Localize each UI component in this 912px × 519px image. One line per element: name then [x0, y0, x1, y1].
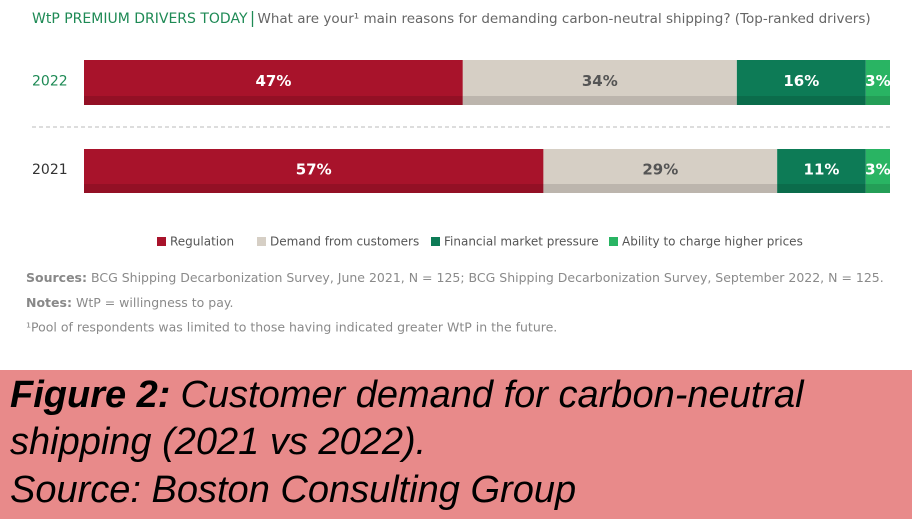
- sources-text: BCG Shipping Decarbonization Survey, Jun…: [91, 270, 884, 285]
- value-label: 11%: [804, 161, 840, 179]
- caption-label: Figure 2:: [10, 374, 170, 416]
- caption-line: Source: Boston Consulting Group: [10, 469, 576, 511]
- chart-title: WtP PREMIUM DRIVERS TODAY: [32, 11, 248, 27]
- legend-swatch: [157, 237, 166, 246]
- sources-label: Sources:: [26, 270, 87, 285]
- bar-shade: [865, 96, 890, 105]
- caption-text: Customer demand for carbon-neutral: [180, 374, 805, 416]
- notes-label: Notes:: [26, 295, 72, 310]
- legend-swatch: [609, 237, 618, 246]
- legend-label: Regulation: [170, 235, 234, 249]
- notes-text: WtP = willingness to pay.: [76, 295, 234, 310]
- caption-line: Figure 2: Customer demand for carbon-neut…: [10, 374, 805, 416]
- notes-line: Notes: WtP = willingness to pay.: [26, 295, 233, 310]
- bar-segment: [543, 149, 778, 193]
- category-label: 2022: [32, 74, 68, 90]
- bar-segment: [462, 60, 737, 105]
- legend-swatch: [431, 237, 440, 246]
- bar-segment: [777, 149, 866, 193]
- value-label: 29%: [642, 161, 678, 179]
- legend-label: Ability to charge higher prices: [622, 235, 803, 249]
- bar-shade: [777, 184, 866, 193]
- category-label: 2021: [32, 162, 68, 178]
- bar-shade: [543, 184, 778, 193]
- bar-shade: [84, 184, 544, 193]
- value-label: 3%: [865, 161, 890, 179]
- value-label: 16%: [783, 72, 819, 90]
- value-label: 34%: [582, 72, 618, 90]
- bar-shade: [84, 96, 463, 105]
- footnote: ¹Pool of respondents was limited to thos…: [26, 320, 557, 335]
- notes: Sources: BCG Shipping Decarbonization Sur…: [26, 270, 884, 335]
- value-label: 47%: [255, 72, 291, 90]
- chart-subtitle: What are your¹ main reasons for demandin…: [258, 11, 871, 27]
- value-label: 3%: [865, 72, 890, 90]
- bar-shade: [736, 96, 866, 105]
- legend-label: Financial market pressure: [444, 235, 599, 249]
- sources: Sources: BCG Shipping Decarbonization Sur…: [26, 270, 884, 285]
- value-label: 57%: [296, 161, 332, 179]
- legend-label: Demand from customers: [270, 235, 419, 249]
- bar-shade: [865, 184, 890, 193]
- caption-box: [0, 370, 912, 519]
- bar-segment: [84, 149, 544, 193]
- bar-segment: [84, 60, 463, 105]
- bar-segment: [865, 60, 890, 105]
- legend-swatch: [257, 237, 266, 246]
- bar-segment: [736, 60, 866, 105]
- caption-line: shipping (2021 vs 2022).: [10, 421, 426, 463]
- bar-shade: [462, 96, 737, 105]
- bar-segment: [865, 149, 890, 193]
